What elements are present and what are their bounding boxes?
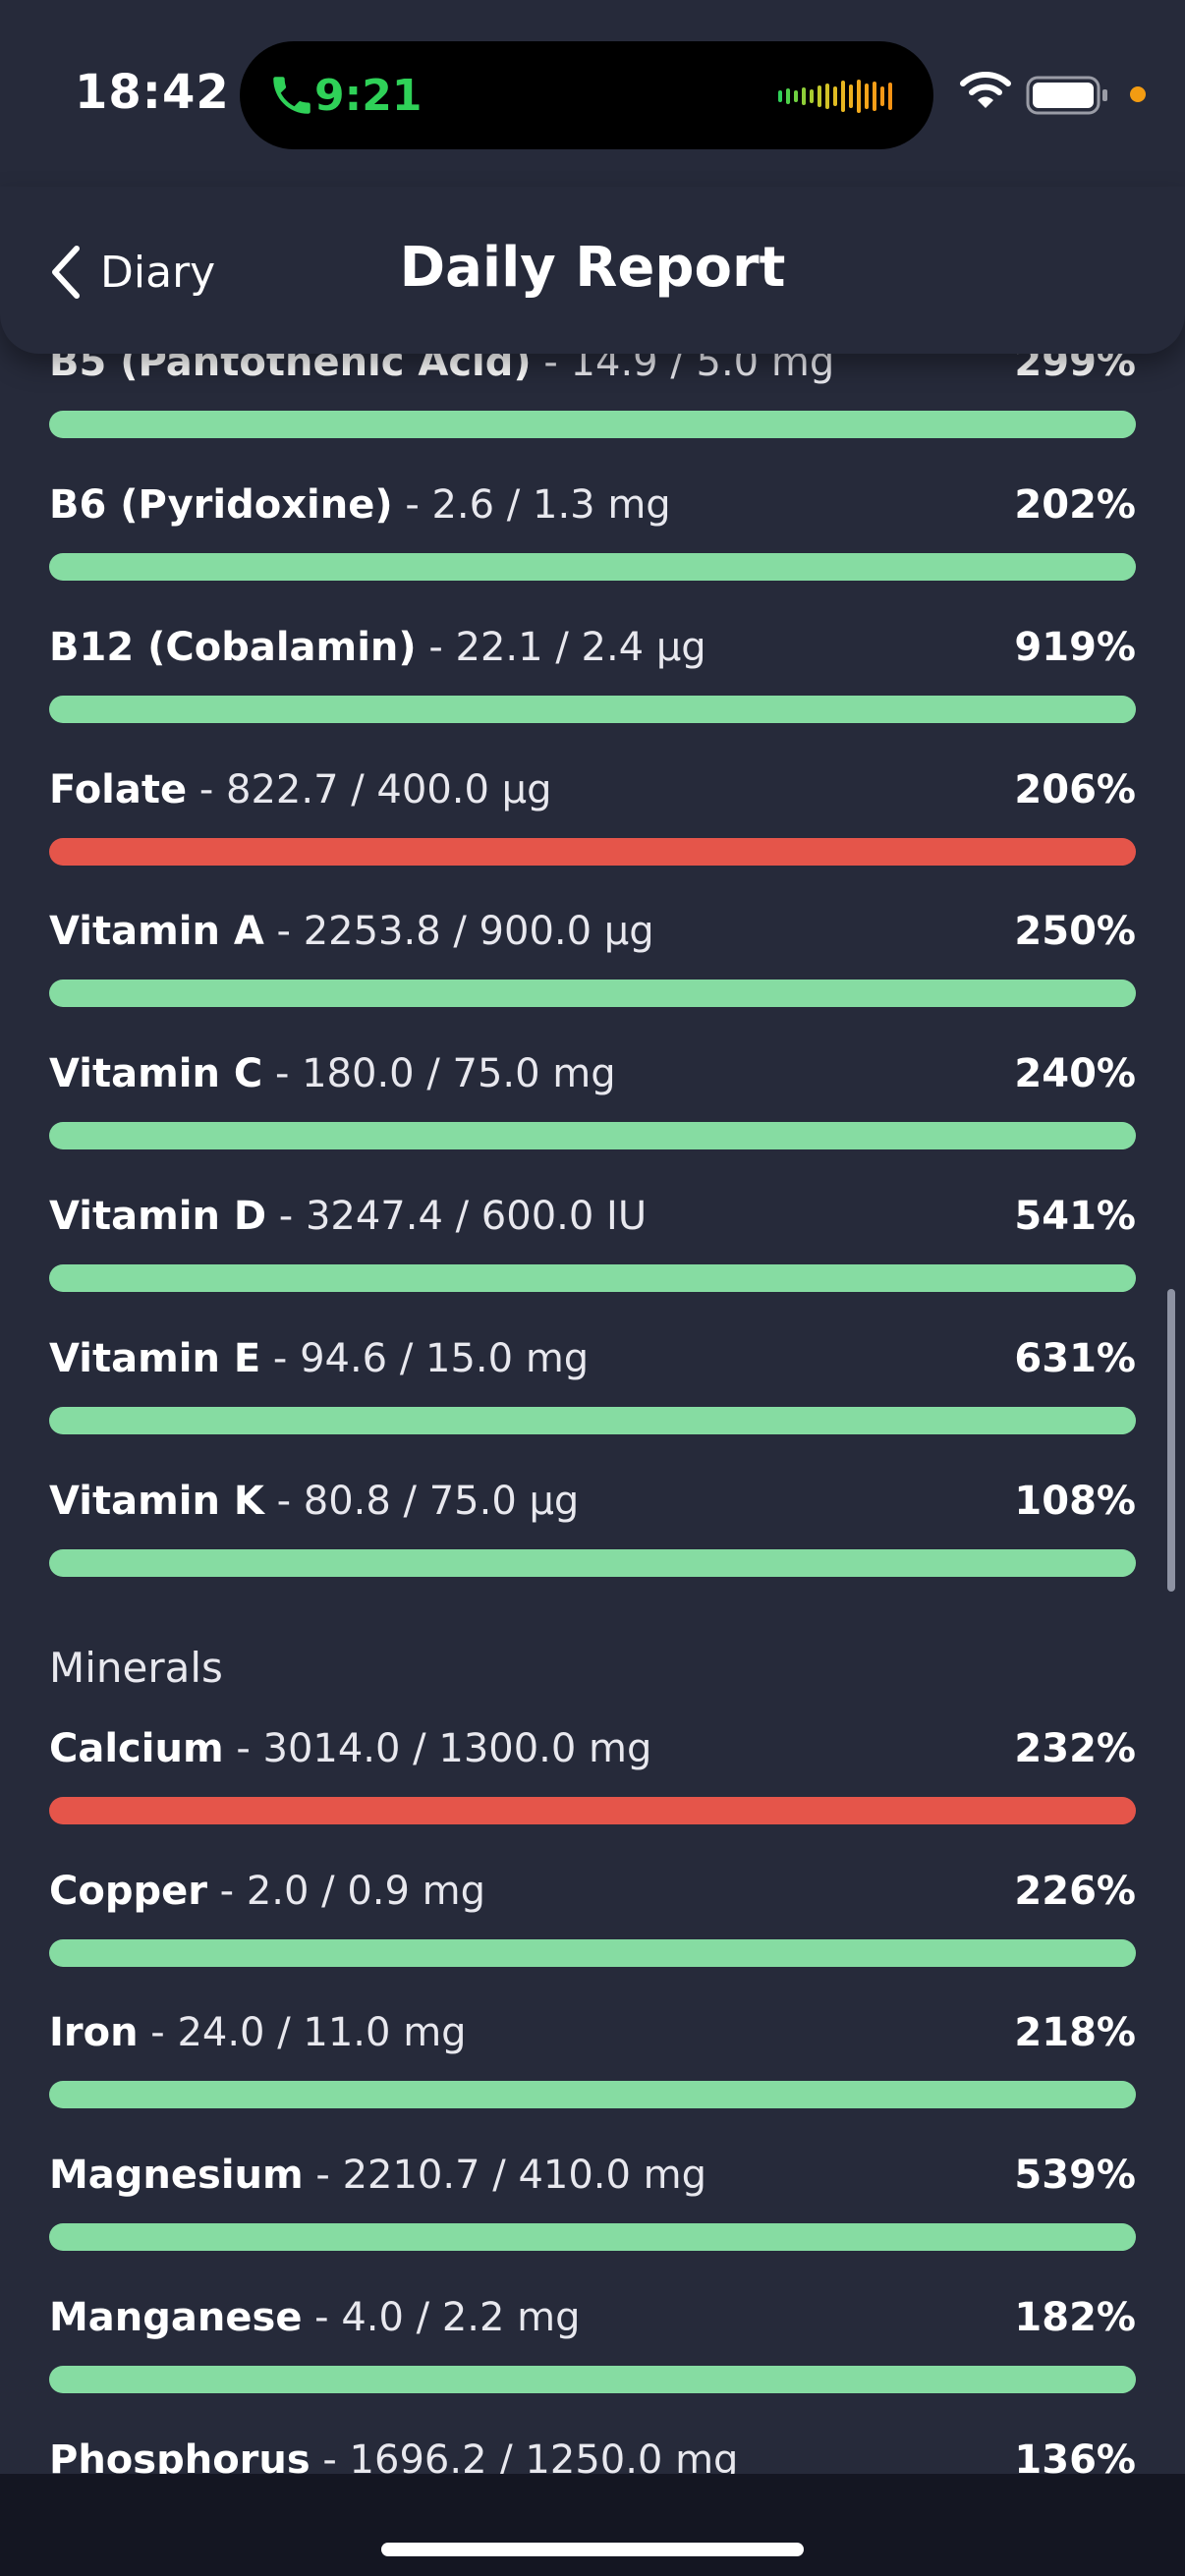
- nutrient-percent: 108%: [1014, 1479, 1136, 1524]
- nutrient-name: Vitamin K: [49, 1479, 264, 1524]
- nutrient-amount: - 3014.0 / 1300.0 mg: [223, 1726, 652, 1771]
- nutrient-percent: 541%: [1014, 1194, 1136, 1239]
- nutrient-percent: 206%: [1014, 767, 1136, 812]
- nutrient-row-calcium: Calcium - 3014.0 / 1300.0 mg 232%: [49, 1726, 1136, 1824]
- progress-bar: [49, 1407, 1136, 1434]
- nutrient-percent: 232%: [1014, 1726, 1136, 1771]
- progress-bar: [49, 1122, 1136, 1149]
- progress-bar: [49, 1549, 1136, 1577]
- nutrient-amount: - 1696.2 / 1250.0 mg: [310, 2437, 739, 2474]
- nutrient-percent: 250%: [1014, 909, 1136, 954]
- nutrient-name: Vitamin D: [49, 1194, 267, 1239]
- progress-bar: [49, 2223, 1136, 2251]
- section-title-minerals: Minerals: [49, 1644, 223, 1692]
- nutrient-amount: - 2.6 / 1.3 mg: [392, 482, 671, 528]
- nutrient-percent: 182%: [1014, 2295, 1136, 2340]
- nutrient-amount: - 24.0 / 11.0 mg: [138, 2010, 467, 2055]
- nutrient-name: Vitamin E: [49, 1336, 261, 1381]
- nutrient-name: Vitamin C: [49, 1051, 263, 1096]
- back-button[interactable]: Diary: [47, 238, 215, 307]
- nutrient-amount: - 822.7 / 400.0 µg: [187, 767, 552, 812]
- wifi-icon: [960, 72, 1011, 108]
- nutrient-name: Magnesium: [49, 2153, 304, 2198]
- nutrient-row-vitamin-k: Vitamin K - 80.8 / 75.0 µg 108%: [49, 1479, 1136, 1577]
- nutrient-row-vitamin-e: Vitamin E - 94.6 / 15.0 mg 631%: [49, 1336, 1136, 1434]
- nav-header: Diary Daily Report: [0, 187, 1185, 354]
- nutrient-name: Copper: [49, 1869, 207, 1914]
- battery-icon: [1026, 76, 1107, 115]
- back-label: Diary: [100, 247, 216, 298]
- nutrient-amount: - 3247.4 / 600.0 IU: [266, 1194, 648, 1239]
- scrollbar-thumb[interactable]: [1167, 1289, 1175, 1592]
- nutrient-name: Manganese: [49, 2295, 303, 2340]
- report-content[interactable]: B5 (Pantothenic Acid) - 14.9 / 5.0 mg 299…: [0, 295, 1185, 2474]
- nutrient-row-magnesium: Magnesium - 2210.7 / 410.0 mg 539%: [49, 2153, 1136, 2251]
- nutrient-name: Iron: [49, 2010, 139, 2055]
- nutrient-amount: - 2.0 / 0.9 mg: [206, 1869, 486, 1914]
- nutrient-row-folate: Folate - 822.7 / 400.0 µg 206%: [49, 767, 1136, 866]
- nutrient-name: B6 (Pyridoxine): [49, 482, 393, 528]
- nutrient-row-iron: Iron - 24.0 / 11.0 mg 218%: [49, 2010, 1136, 2108]
- nutrient-percent: 631%: [1014, 1336, 1136, 1381]
- nutrient-row-b12: B12 (Cobalamin) - 22.1 / 2.4 µg 919%: [49, 625, 1136, 723]
- nutrient-row-vitamin-d: Vitamin D - 3247.4 / 600.0 IU 541%: [49, 1194, 1136, 1292]
- chevron-left-icon: [52, 246, 80, 299]
- progress-bar: [49, 2366, 1136, 2393]
- progress-bar: [49, 1264, 1136, 1292]
- dynamic-island[interactable]: 9:21: [240, 41, 933, 149]
- status-time: 18:42: [75, 65, 230, 120]
- home-indicator[interactable]: [381, 2543, 804, 2556]
- nutrient-row-b6: B6 (Pyridoxine) - 2.6 / 1.3 mg 202%: [49, 482, 1136, 581]
- nutrient-percent: 240%: [1014, 1051, 1136, 1096]
- nutrient-percent: 919%: [1014, 625, 1136, 670]
- status-bar: 18:42 9:21: [0, 0, 1185, 187]
- audio-wave-icon: [778, 80, 892, 113]
- nutrient-percent: 202%: [1014, 482, 1136, 528]
- nutrient-name: Folate: [49, 767, 188, 812]
- nutrient-name: B12 (Cobalamin): [49, 625, 417, 670]
- nutrient-name: Calcium: [49, 1726, 224, 1771]
- page-title: Daily Report: [399, 236, 786, 300]
- nutrient-amount: - 80.8 / 75.0 µg: [263, 1479, 580, 1524]
- nutrient-row-vitamin-a: Vitamin A - 2253.8 / 900.0 µg 250%: [49, 909, 1136, 1007]
- progress-bar: [49, 2081, 1136, 2108]
- nutrient-percent: 539%: [1014, 2153, 1136, 2198]
- call-duration: 9:21: [314, 71, 423, 121]
- nutrient-amount: - 4.0 / 2.2 mg: [302, 2295, 581, 2340]
- progress-bar: [49, 411, 1136, 438]
- nutrient-amount: - 180.0 / 75.0 mg: [262, 1051, 616, 1096]
- nutrient-row-vitamin-c: Vitamin C - 180.0 / 75.0 mg 240%: [49, 1051, 1136, 1149]
- nutrient-percent: 136%: [1014, 2437, 1136, 2474]
- bottom-bar: [0, 2474, 1185, 2576]
- progress-bar: [49, 1939, 1136, 1967]
- privacy-indicator-dot: [1130, 86, 1146, 102]
- nutrient-amount: - 2253.8 / 900.0 µg: [263, 909, 654, 954]
- nutrient-amount: - 22.1 / 2.4 µg: [416, 625, 706, 670]
- progress-bar: [49, 980, 1136, 1007]
- nutrient-row-manganese: Manganese - 4.0 / 2.2 mg 182%: [49, 2295, 1136, 2393]
- progress-bar: [49, 553, 1136, 581]
- nutrient-row-phosphorus: Phosphorus - 1696.2 / 1250.0 mg 136%: [49, 2437, 1136, 2474]
- nutrient-name: Phosphorus: [49, 2437, 310, 2474]
- nutrient-percent: 218%: [1014, 2010, 1136, 2055]
- progress-bar: [49, 696, 1136, 723]
- phone-icon: [273, 77, 310, 114]
- nutrient-name: Vitamin A: [49, 909, 264, 954]
- nutrient-percent: 226%: [1014, 1869, 1136, 1914]
- nutrient-amount: - 94.6 / 15.0 mg: [260, 1336, 590, 1381]
- nutrient-amount: - 2210.7 / 410.0 mg: [303, 2153, 707, 2198]
- nutrient-row-copper: Copper - 2.0 / 0.9 mg 226%: [49, 1869, 1136, 1967]
- progress-bar: [49, 1797, 1136, 1824]
- progress-bar: [49, 838, 1136, 866]
